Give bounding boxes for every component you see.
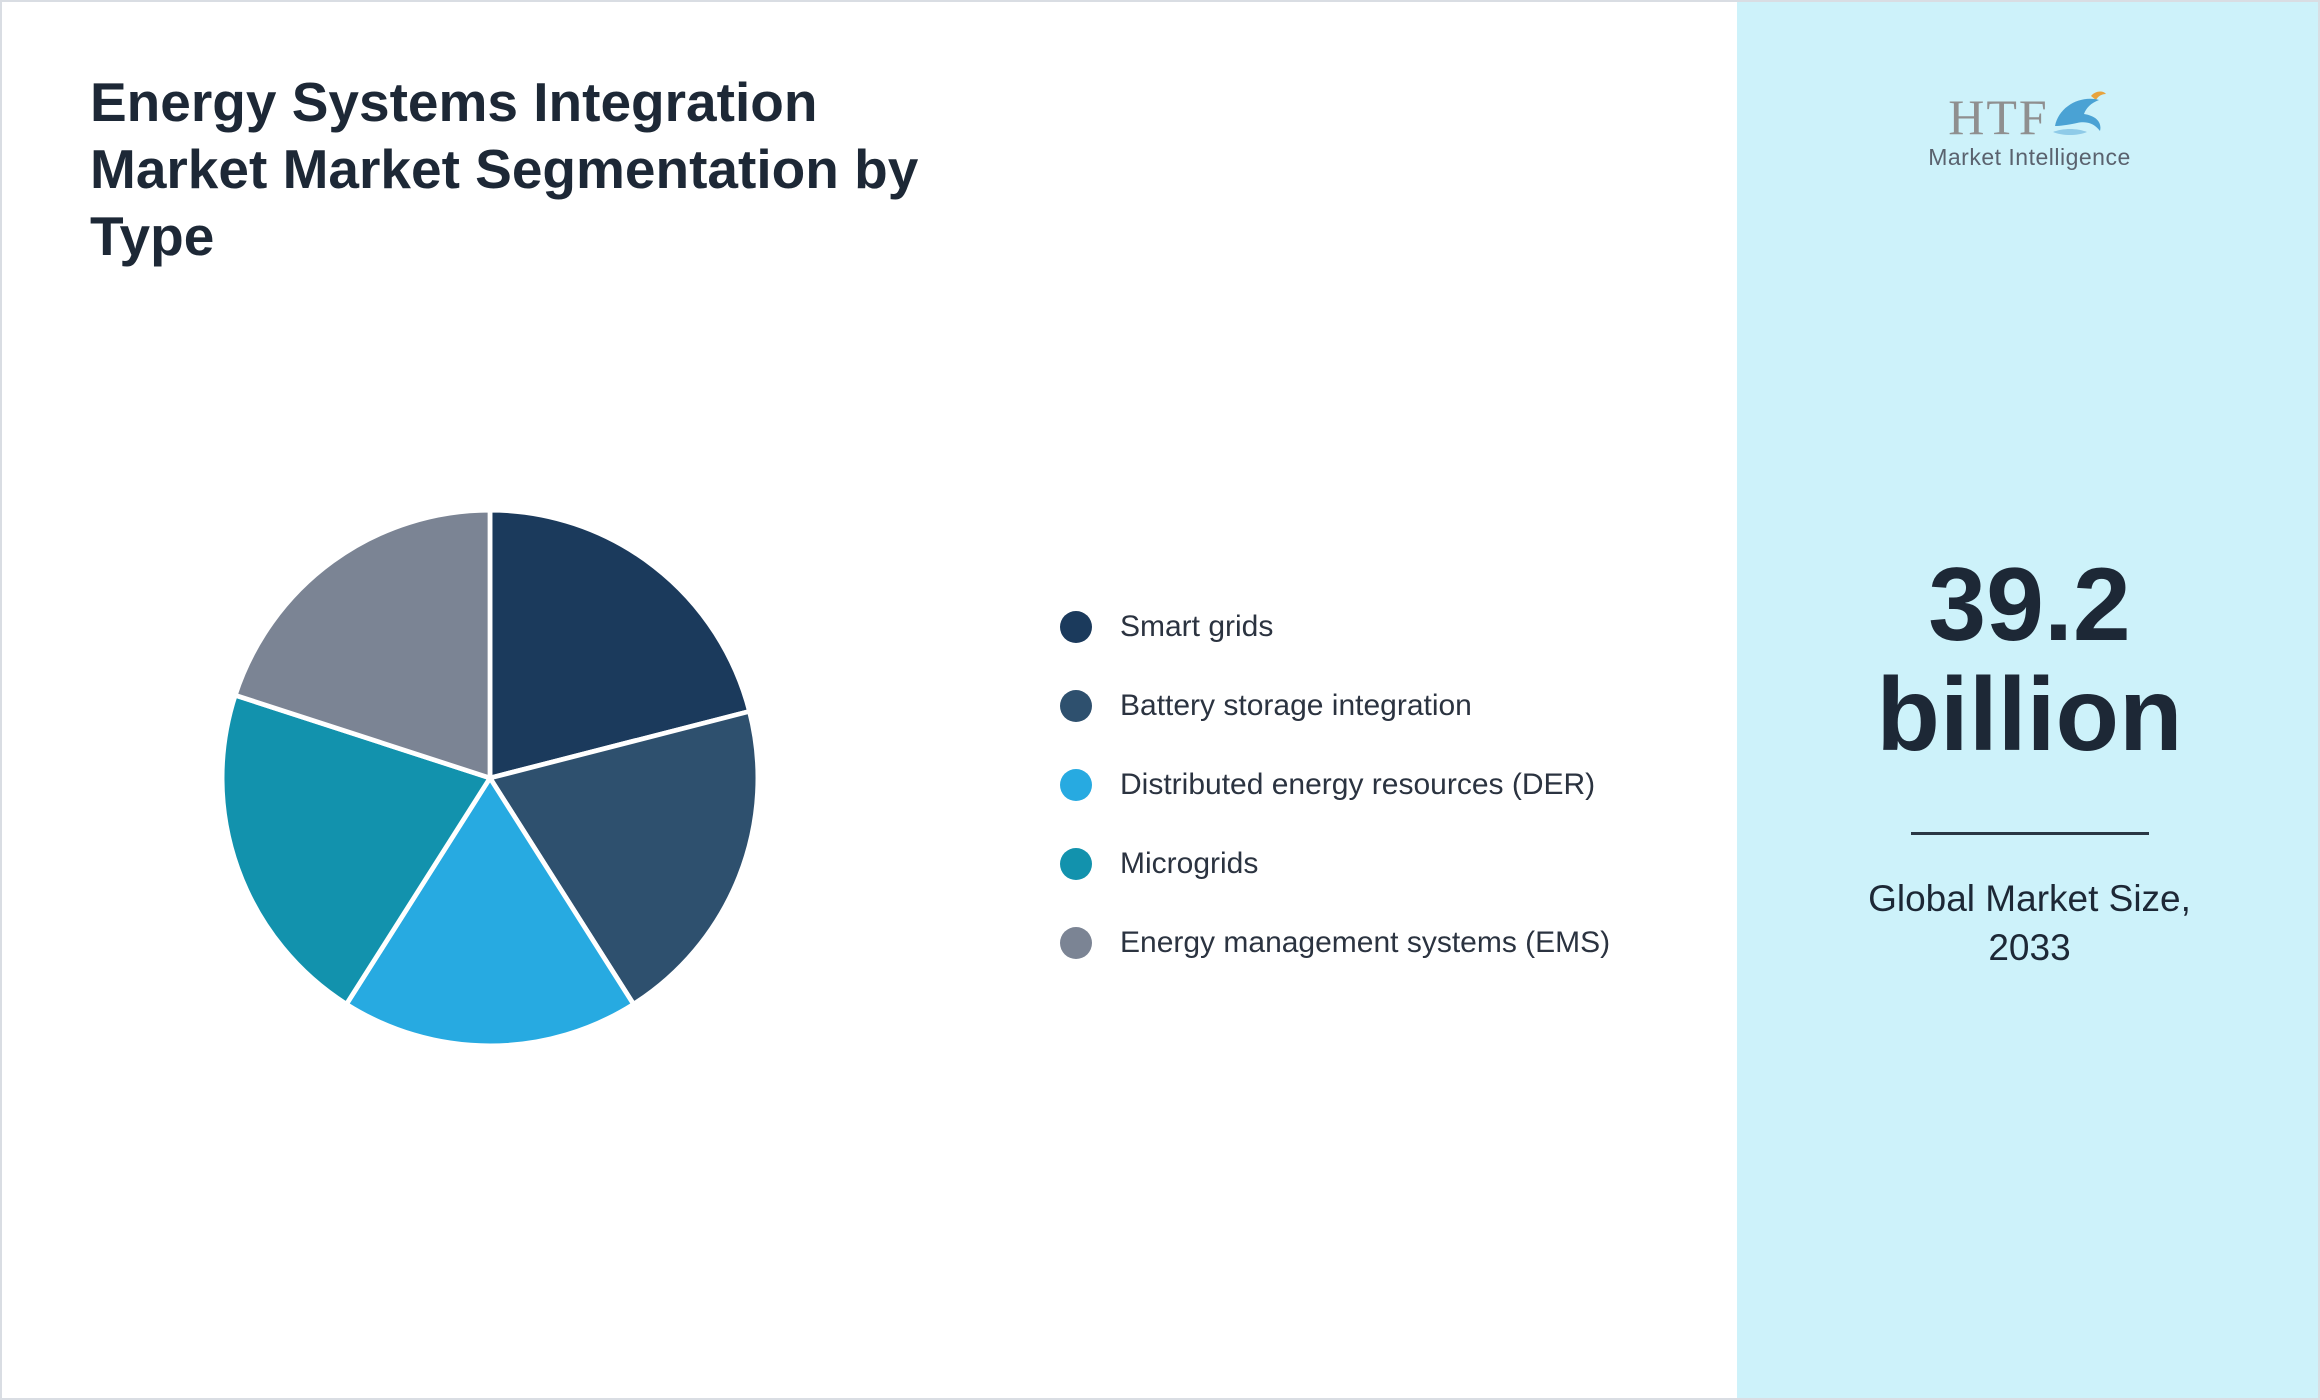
legend-dot xyxy=(1060,848,1092,880)
chart-legend: Smart grids Battery storage integration Di… xyxy=(1060,610,1610,960)
dolphin-icon xyxy=(2052,91,2106,135)
pie-slice-4 xyxy=(232,507,493,781)
pie-chart-container xyxy=(205,493,775,1063)
legend-label: Distributed energy resources (DER) xyxy=(1120,768,1596,801)
legend-item: Distributed energy resources (DER) xyxy=(1060,768,1610,802)
market-size-value: 39.2 billion xyxy=(1876,547,2183,774)
pie-slice-1 xyxy=(487,709,761,1007)
market-size-block: 39.2 billion Global Market Size, 2033 xyxy=(1737,547,2318,972)
legend-dot xyxy=(1060,611,1092,643)
side-panel: HTF Market Intelligence 39.2 billion Glo… xyxy=(1737,2,2318,1398)
legend-dot xyxy=(1060,927,1092,959)
brand-logo: HTF Market Intelligence xyxy=(1737,90,2318,171)
legend-dot xyxy=(1060,769,1092,801)
logo-text: HTF xyxy=(1948,89,2049,145)
divider-line xyxy=(1910,832,2149,836)
legend-item: Energy management systems (EMS) xyxy=(1060,926,1610,960)
pie-chart xyxy=(219,507,761,1049)
legend-label: Smart grids xyxy=(1120,610,1274,643)
legend-item: Battery storage integration xyxy=(1060,689,1610,723)
logo-subtext: Market Intelligence xyxy=(1928,144,2131,170)
legend-item: Microgrids xyxy=(1060,847,1610,881)
legend-item: Smart grids xyxy=(1060,610,1610,644)
pie-slice-3 xyxy=(219,692,493,1007)
legend-dot xyxy=(1060,690,1092,722)
pie-slice-0 xyxy=(487,507,752,781)
legend-label: Microgrids xyxy=(1120,847,1259,880)
legend-label: Energy management systems (EMS) xyxy=(1120,926,1611,959)
market-size-caption: Global Market Size, 2033 xyxy=(1868,878,2191,968)
logo-row: HTF xyxy=(1948,90,2110,142)
chart-area: Energy Systems Integration Market Market… xyxy=(2,2,1737,1398)
pie-slice-2 xyxy=(344,775,636,1049)
page-title: Energy Systems Integration Market Market… xyxy=(90,70,919,268)
legend-label: Battery storage integration xyxy=(1120,689,1472,722)
